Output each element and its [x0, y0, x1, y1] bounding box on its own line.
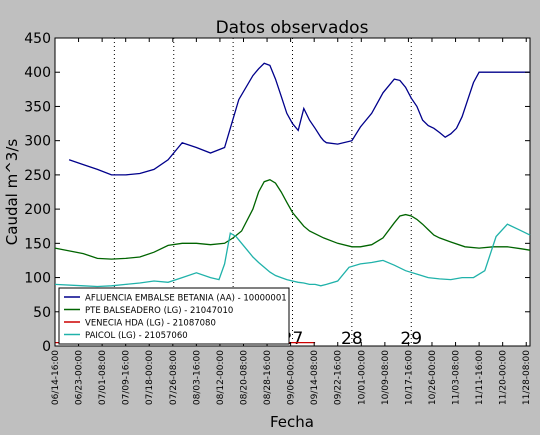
y-axis-ticks: 0 50 100 150 200 250 300 350 400 450: [24, 31, 530, 355]
y-tick-label: 0: [42, 339, 51, 355]
series-line-1: [54, 178, 531, 260]
x-tick-label: 10/09-08:00: [381, 350, 391, 405]
x-tick-label: 08/28-16:00: [263, 350, 273, 405]
x-tick-label: 08/03-16:00: [192, 350, 202, 405]
x-tick-label: 10/26-00:00: [428, 350, 438, 405]
x-tick-label: 09/06-00:00: [287, 350, 297, 405]
y-tick-label: 400: [24, 65, 51, 81]
legend: AFLUENCIA EMBALSE BETANIA (AA) - 1000000…: [58, 287, 290, 345]
x-tick-label: 06/14-16:00: [51, 350, 61, 405]
x-tick-label: 08/20-08:00: [240, 350, 250, 405]
x-axis-ticks: 06/14-16:00 06/23-00:00 07/01-08:00 07/09-1…: [51, 38, 532, 405]
vline-label-28: 28: [341, 329, 363, 349]
y-tick-label: 300: [24, 134, 51, 150]
legend-label-0: AFLUENCIA EMBALSE BETANIA (AA) - 1000000…: [85, 294, 287, 304]
x-tick-label: 07/18-00:00: [145, 350, 155, 405]
y-tick-label: 350: [24, 99, 51, 115]
x-tick-label: 07/09-16:00: [122, 350, 132, 405]
x-tick-label: 08/12-00:00: [216, 350, 226, 405]
legend-label-2: VENECIA HDA (LG) - 21087080: [85, 319, 216, 329]
series-line-0: [68, 62, 530, 176]
x-tick-label: 09/22-16:00: [334, 350, 344, 405]
y-tick-label: 150: [24, 236, 51, 252]
legend-label-1: PTE BALSEADERO (LG) - 21047010: [85, 306, 233, 316]
x-tick-label: 06/23-00:00: [75, 350, 85, 405]
x-tick-label: 07/26-08:00: [169, 350, 179, 405]
x-tick-label: 10/17-16:00: [404, 350, 414, 405]
legend-label-3: PAICOL (LG) - 21057060: [85, 331, 188, 341]
x-tick-label: 11/11-16:00: [475, 350, 485, 405]
x-tick-label: 11/28-08:00: [522, 350, 532, 405]
x-tick-label: 09/14-08:00: [310, 350, 320, 405]
y-tick-label: 200: [24, 202, 51, 218]
y-tick-label: 250: [24, 168, 51, 184]
x-axis-label: Fecha: [270, 413, 314, 431]
x-tick-label: 11/03-08:00: [452, 350, 462, 405]
x-tick-label: 07/01-08:00: [98, 350, 108, 405]
y-tick-label: 100: [24, 271, 51, 287]
y-tick-label: 450: [24, 31, 51, 47]
x-tick-label: 10/01-00:00: [357, 350, 367, 405]
y-tick-label: 50: [33, 305, 51, 321]
chart-title: Datos observados: [216, 18, 369, 38]
vline-label-29: 29: [400, 329, 422, 349]
x-tick-label: 11/20-00:00: [499, 350, 509, 405]
series-line-3: [54, 223, 531, 288]
y-axis-label: Caudal m^3/s: [3, 139, 21, 246]
legend-box: [58, 287, 290, 345]
